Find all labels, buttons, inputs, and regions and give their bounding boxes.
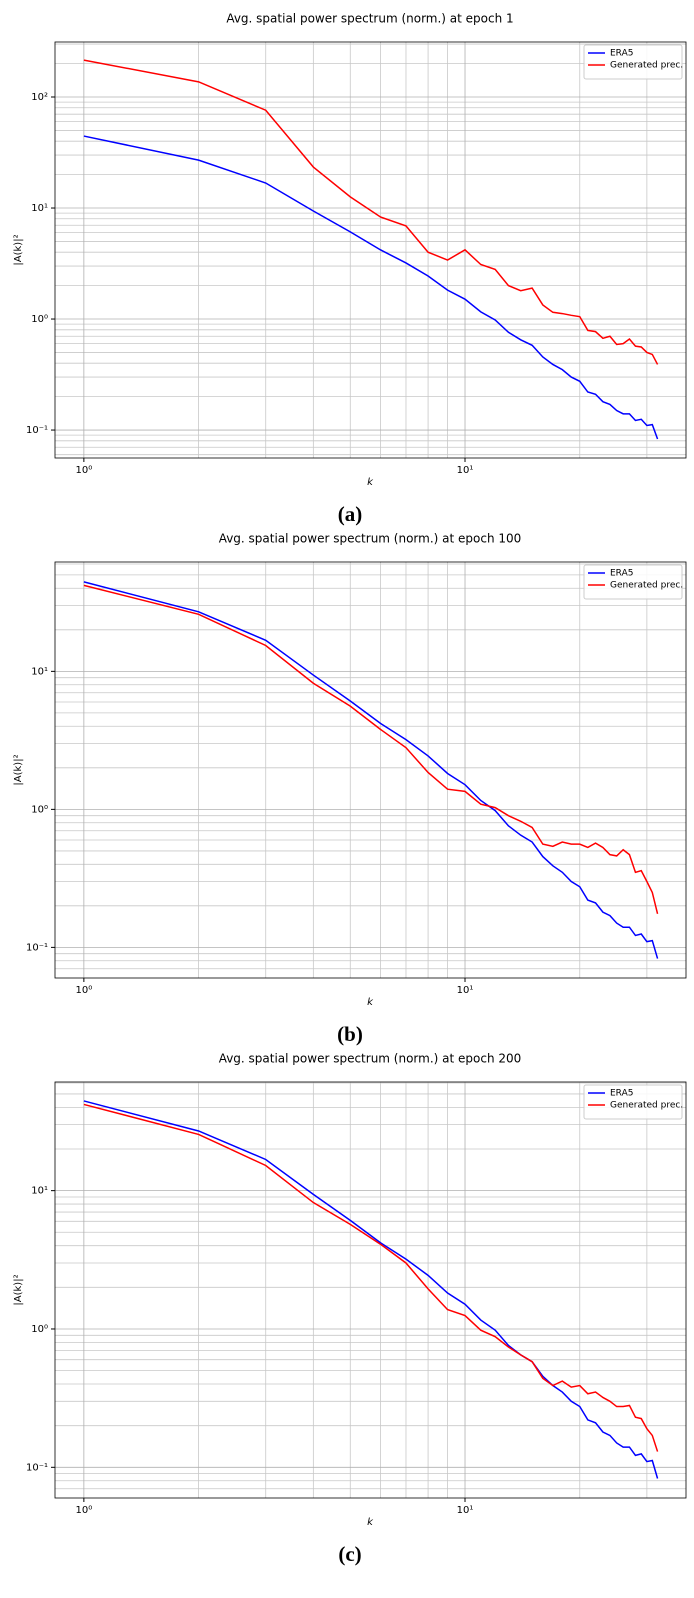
y-tick-label: 10² [31, 92, 48, 103]
x-tick-label: 10⁰ [75, 985, 92, 996]
chart-title: Avg. spatial power spectrum (norm.) at e… [219, 532, 522, 546]
y-tick-label: 10⁰ [31, 804, 48, 815]
legend-label: Generated prec. [610, 61, 683, 71]
x-axis-label: k [367, 477, 374, 488]
legend-box [583, 44, 683, 80]
chart-title: Avg. spatial power spectrum (norm.) at e… [226, 12, 513, 26]
legend-box [583, 1084, 683, 1120]
legend-label: ERA5 [610, 49, 633, 59]
y-axis-label: |A(k)|² [13, 1274, 24, 1305]
x-axis-label: k [367, 997, 374, 1008]
axes-frame [54, 41, 687, 459]
legend-label: Generated prec. [610, 581, 683, 591]
legend-label: Generated prec. [610, 1101, 683, 1111]
y-tick-label: 10⁰ [31, 314, 48, 325]
y-tick-label: 10¹ [31, 666, 48, 677]
axes-frame [54, 561, 687, 979]
x-tick-label: 10⁰ [75, 1505, 92, 1516]
y-tick-label: 10⁻¹ [26, 1462, 48, 1473]
legend-label: ERA5 [610, 569, 633, 579]
series-line [83, 1100, 659, 1479]
chart-title: Avg. spatial power spectrum (norm.) at e… [219, 1052, 522, 1066]
series-line [83, 135, 659, 440]
y-tick-label: 10¹ [31, 203, 48, 214]
series-line [83, 59, 659, 365]
caption: (c) [338, 1542, 361, 1566]
caption: (b) [337, 1022, 363, 1046]
caption: (a) [338, 502, 363, 526]
x-tick-label: 10¹ [457, 1505, 474, 1516]
subplot: Avg. spatial power spectrum (norm.) at e… [13, 1052, 687, 1566]
axes-frame [54, 1081, 687, 1499]
series-line [83, 584, 659, 915]
y-tick-label: 10⁰ [31, 1324, 48, 1335]
y-tick-label: 10⁻¹ [26, 942, 48, 953]
series-line [83, 1103, 659, 1452]
series-line [83, 581, 659, 959]
x-tick-label: 10¹ [457, 465, 474, 476]
subplot: Avg. spatial power spectrum (norm.) at e… [13, 532, 687, 1046]
y-tick-label: 10⁻¹ [26, 425, 48, 436]
y-axis-label: |A(k)|² [13, 754, 24, 785]
legend-label: ERA5 [610, 1089, 633, 1099]
x-axis-label: k [367, 1517, 374, 1528]
x-tick-label: 10¹ [457, 985, 474, 996]
y-axis-label: |A(k)|² [13, 234, 24, 265]
y-tick-label: 10¹ [31, 1186, 48, 1197]
x-tick-label: 10⁰ [75, 465, 92, 476]
legend-box [583, 564, 683, 600]
subplot: Avg. spatial power spectrum (norm.) at e… [13, 12, 687, 526]
